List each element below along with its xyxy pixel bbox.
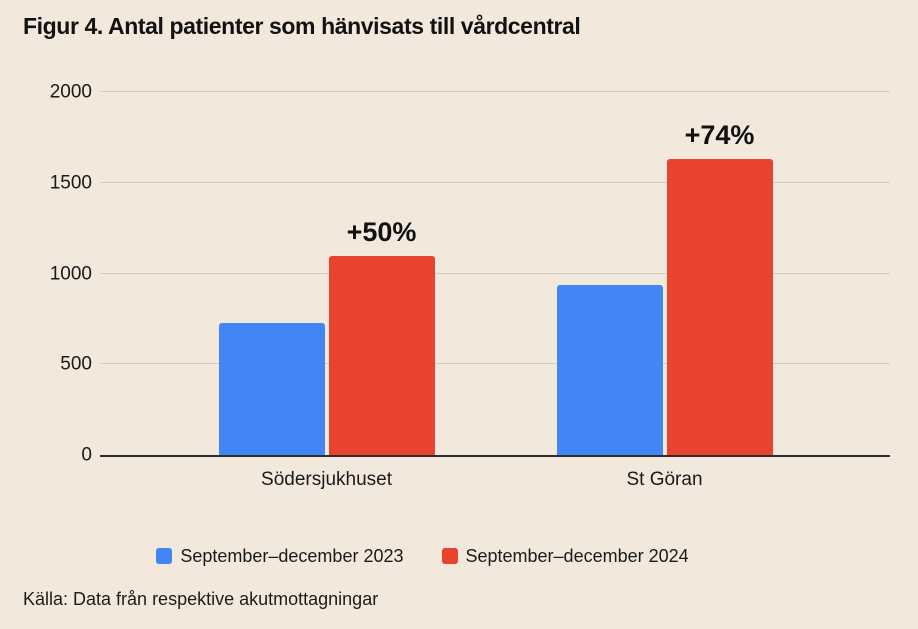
legend-item-2024: September–december 2024 [441,545,689,567]
legend-label-2023: September–december 2023 [180,545,404,566]
bar-st-goran-2024 [666,159,773,455]
bar-sodersjukhuset-2024 [328,256,435,455]
gridline-500 [100,363,890,365]
gridline-1000 [100,272,890,274]
y-tick-label-0: 0 [81,444,92,466]
x-axis: Södersjukhuset St Göran [100,469,890,493]
legend-swatch-2024 [441,548,458,564]
y-axis: 0 500 1000 1500 2000 [0,83,92,465]
source-note: Källa: Data från respektive akutmottagni… [23,589,379,609]
y-tick-label-2000: 2000 [49,81,92,103]
gridline-2000 [100,91,890,92]
y-tick-label-500: 500 [60,353,92,375]
legend-label-2024: September–december 2024 [465,545,689,566]
bar-sodersjukhuset-2023 [218,322,325,455]
plot-area: +50% +74% [100,91,890,457]
gridline-1500 [100,181,890,183]
x-tick-label-st-goran: St Göran [626,469,703,490]
y-tick-label-1000: 1000 [49,263,92,284]
legend-item-2023: September–december 2023 [156,545,404,567]
y-tick-label-1500: 1500 [49,172,92,194]
legend: September–december 2023 September–decembe… [0,545,845,567]
x-tick-label-sodersjukhuset: Södersjukhuset [261,469,392,490]
figure-title: Figur 4. Antal patienter som hänvisats t… [23,13,581,39]
annotation-st-goran: +74% [684,120,755,151]
legend-swatch-2023 [156,548,173,564]
bar-st-goran-2023 [556,285,663,455]
annotation-sodersjukhuset: +50% [346,217,417,248]
